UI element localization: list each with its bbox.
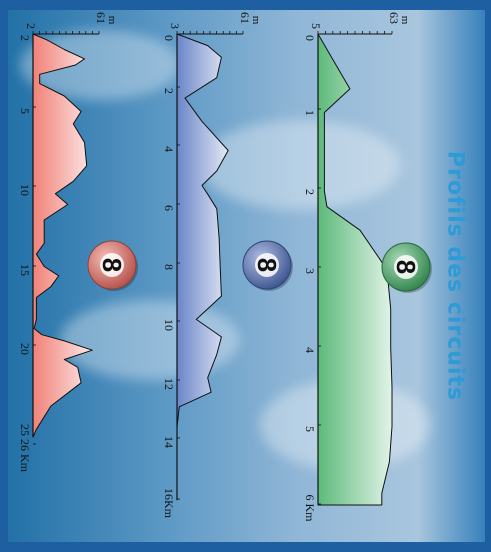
elevation-min-label: 2 [24, 23, 38, 29]
distance-tick-label: 1 [303, 110, 317, 116]
route-badge-number: 8 [97, 258, 127, 272]
distance-tick-label: 4 [162, 146, 176, 152]
distance-tick-label: 2 [303, 189, 317, 195]
badge-center [255, 253, 279, 277]
route-badge-number: 8 [252, 258, 282, 272]
distance-tick-label: 2 [162, 88, 176, 94]
distance-tick-label: 25 26 Km [18, 424, 32, 473]
distance-tick-label: 4 [303, 347, 317, 353]
elevation-min-label: 3 [168, 23, 182, 29]
frame-right [485, 0, 491, 552]
distance-tick-label: 5 [18, 108, 32, 114]
elevation-max-label: 61 [94, 12, 108, 24]
distance-tick-label: 2 [18, 35, 32, 41]
route-badge-number: 8 [391, 260, 421, 274]
badge-center [100, 253, 124, 277]
page-title: Profils des circuits [442, 150, 468, 402]
distance-tick-label: 20 [18, 343, 32, 355]
elevation-min-label: 5 [309, 23, 323, 29]
elevation-max-label: 63 [387, 12, 401, 24]
distance-tick-label: 16Km [162, 488, 176, 519]
frame-top [0, 0, 491, 10]
distance-tick-label: 3 [303, 268, 317, 274]
elevation-unit-label: m [399, 16, 411, 25]
distance-tick-label: 15 [18, 264, 32, 276]
distance-tick-label: 14 [162, 436, 176, 448]
elevation-unit-label: m [106, 16, 118, 25]
distance-tick-label: 6 Km [303, 495, 317, 523]
distance-tick-label: 5 [303, 426, 317, 432]
distance-tick-label: 10 [18, 184, 32, 196]
elevation-area [317, 33, 393, 506]
frame-left [0, 0, 8, 552]
distance-tick-label: 8 [162, 264, 176, 270]
distance-tick-label: 10 [162, 319, 176, 331]
elevation-unit-label: m [250, 16, 262, 25]
distance-tick-label: 0 [303, 35, 317, 41]
elevation-max-label: 61 [238, 12, 252, 24]
elevation-area [176, 33, 229, 501]
distance-tick-label: 6 [162, 205, 176, 211]
distance-tick-label: 0 [162, 35, 176, 41]
elevation-area [32, 33, 93, 438]
badge-center [394, 255, 418, 279]
background-cloud [200, 120, 400, 210]
distance-tick-label: 12 [162, 378, 176, 390]
frame-bottom [0, 542, 491, 552]
